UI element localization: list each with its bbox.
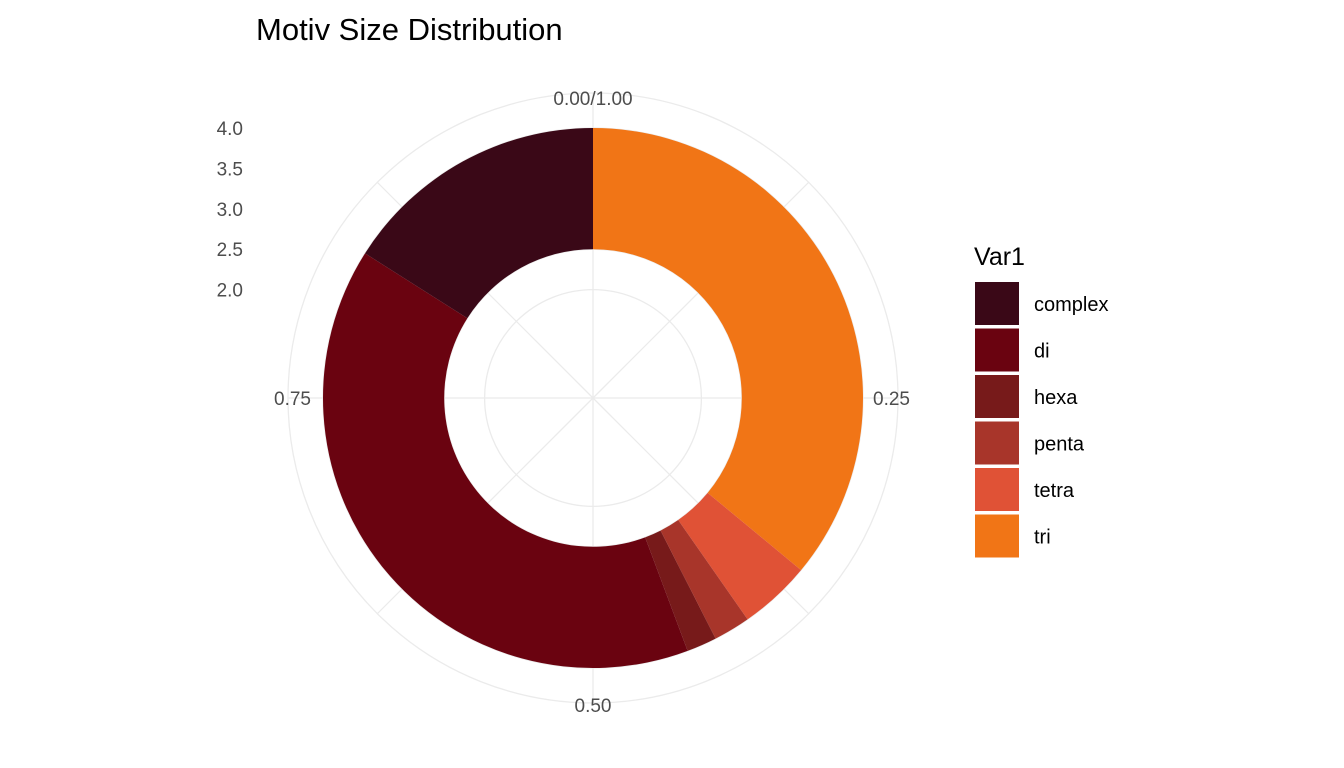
- radial-tick-label: 3.5: [217, 159, 243, 180]
- radial-tick-label: 4.0: [217, 119, 243, 140]
- legend-label: complex: [1034, 294, 1108, 316]
- radial-tick-label: 2.5: [217, 240, 243, 261]
- slice-hexa: [645, 530, 716, 651]
- legend-label: hexa: [1034, 387, 1078, 409]
- legend-key-hexa: [975, 375, 1019, 418]
- legend-label: di: [1034, 341, 1050, 363]
- radial-axis: 2.0 2.5 3.0 3.5 4.0: [217, 119, 243, 302]
- slice-tetra: [678, 492, 802, 620]
- slice-penta: [660, 520, 748, 639]
- radial-tick-label: 3.0: [217, 200, 243, 221]
- slices: [322, 128, 863, 668]
- chart-title: Motiv Size Distribution: [256, 12, 563, 47]
- legend-label: penta: [1034, 434, 1085, 456]
- slice-tri: [593, 128, 863, 571]
- theta-tick-label: 0.00/1.00: [553, 89, 632, 110]
- slice-complex: [365, 128, 593, 319]
- legend-key-tetra: [975, 468, 1019, 511]
- legend-key-di: [975, 328, 1019, 372]
- theta-tick-label: 0.75: [274, 389, 311, 410]
- legend-title: Var1: [974, 243, 1025, 271]
- legend-key-complex: [975, 282, 1019, 325]
- radial-tick-label: 2.0: [217, 281, 243, 302]
- legend-label: tetra: [1034, 480, 1075, 502]
- legend-key-penta: [975, 421, 1019, 465]
- theta-axis: 0.00/1.00 0.25 0.50 0.75: [274, 89, 910, 717]
- legend-key-tri: [975, 514, 1019, 558]
- legend-label: tri: [1034, 527, 1051, 549]
- theta-tick-label: 0.25: [873, 389, 910, 410]
- theta-tick-label: 0.50: [575, 696, 612, 717]
- slice-di: [322, 253, 688, 668]
- legend: Var1 complex di hexa penta tetra tri: [974, 243, 1108, 558]
